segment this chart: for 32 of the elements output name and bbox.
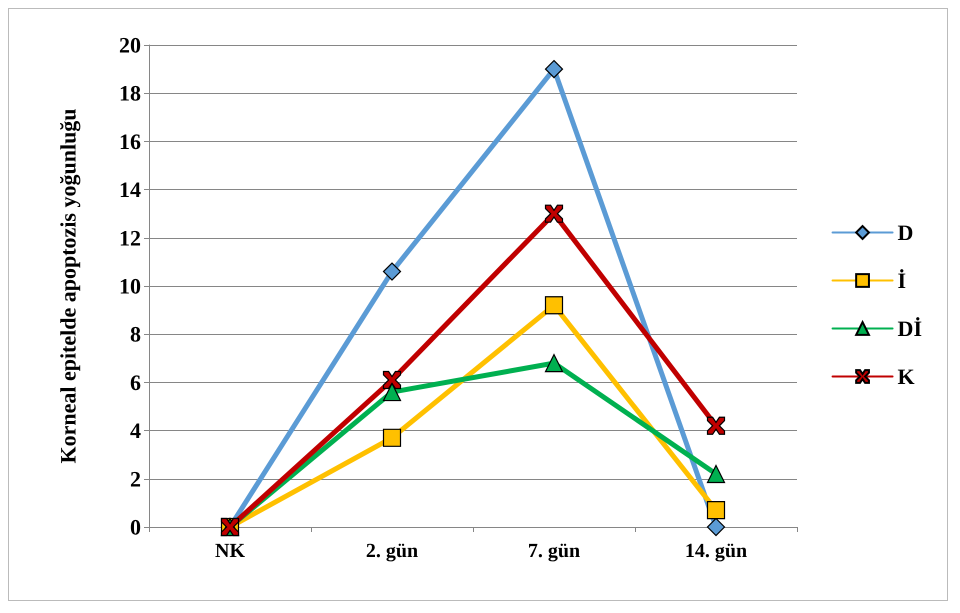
x-tick-label: NK (215, 540, 246, 562)
y-tick-label: 10 (119, 274, 141, 298)
y-tick-label: 20 (119, 32, 141, 58)
point (706, 518, 726, 536)
legend-label: D (898, 220, 914, 245)
point (706, 464, 726, 484)
y-axis-title: Korneal epitelde apoptozis yoğunluğu (56, 108, 80, 464)
point (544, 354, 564, 372)
y-tick-label: 4 (130, 418, 141, 444)
point (544, 296, 564, 314)
y-tick-label: 18 (119, 80, 141, 106)
point (706, 416, 726, 435)
y-tick-label: 0 (130, 514, 141, 540)
legend-label: K (898, 364, 915, 389)
y-tick-label: 2 (130, 466, 141, 492)
point (382, 262, 402, 281)
point (544, 60, 564, 78)
legend-label: Dİ (898, 316, 922, 341)
y-tick-label: 8 (130, 322, 141, 347)
point (382, 370, 402, 390)
point (706, 501, 726, 520)
x-tick-label: 2. gün (366, 540, 418, 562)
y-tick-label: 6 (130, 370, 141, 395)
x-tick-label: 7. gün (528, 540, 580, 562)
y-tick-label: 16 (119, 128, 141, 154)
x-tick-label: 14. gün (684, 540, 748, 562)
point (382, 428, 402, 447)
y-tick-label: 14 (119, 177, 141, 202)
point (544, 204, 564, 223)
y-tick-label: 12 (119, 225, 141, 250)
point (382, 382, 402, 402)
legend-label: İ (898, 268, 906, 293)
